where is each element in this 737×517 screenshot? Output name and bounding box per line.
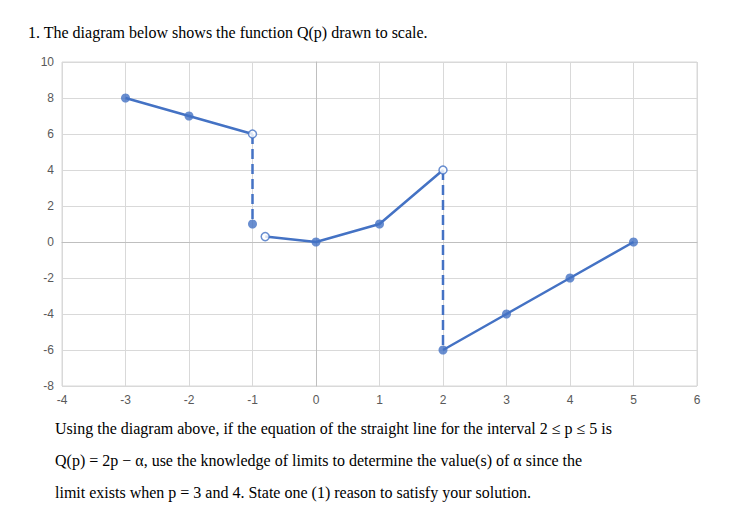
svg-text:-6: -6	[43, 343, 54, 357]
html-text:limit exists when p = 3 and 4.: limit exists when p = 3 and 4. State one…	[55, 484, 532, 501]
svg-text:-1: -1	[247, 393, 258, 407]
svg-text:1: 1	[376, 393, 383, 407]
svg-text:5: 5	[630, 393, 637, 407]
svg-text:3: 3	[503, 393, 510, 407]
svg-text:10: 10	[41, 55, 55, 69]
svg-text:6: 6	[694, 393, 701, 407]
html-text:1. The diagram below shows the: 1. The diagram below shows the function …	[28, 24, 428, 41]
svg-text:8: 8	[47, 91, 54, 105]
svg-text:0: 0	[47, 235, 54, 249]
svg-text:6: 6	[47, 127, 54, 141]
svg-text:-4: -4	[43, 307, 54, 321]
svg-text:-2: -2	[43, 271, 54, 285]
svg-text:4: 4	[47, 163, 54, 177]
html-text:Q(p) = 2p − α, use the knowled: Q(p) = 2p − α, use the knowledge of limi…	[55, 452, 583, 469]
svg-text:0: 0	[313, 393, 320, 407]
svg-text:-8: -8	[43, 379, 54, 393]
svg-text:-3: -3	[120, 393, 131, 407]
html-text:Using the diagram above, if th: Using the diagram above, if the equation…	[55, 420, 612, 437]
svg-text:-4: -4	[57, 393, 68, 407]
svg-text:2: 2	[47, 199, 54, 213]
svg-text:-2: -2	[184, 393, 195, 407]
svg-text:4: 4	[567, 393, 574, 407]
svg-text:2: 2	[440, 393, 447, 407]
